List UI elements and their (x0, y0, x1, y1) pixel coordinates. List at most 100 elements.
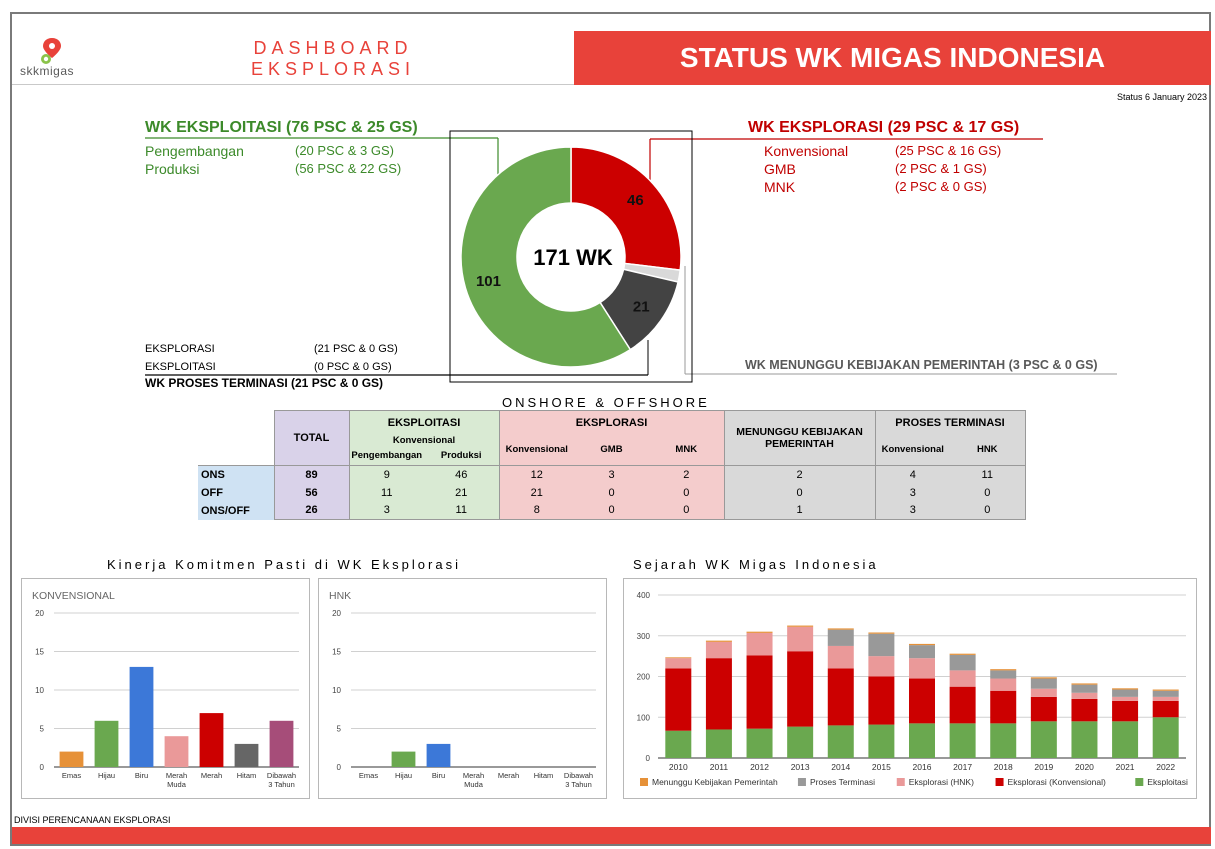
onshore-offshore-title: ONSHORE & OFFSHORE (502, 395, 710, 410)
donut-slice (460, 146, 632, 368)
eksplorasi-row-label: Konvensional (764, 143, 849, 159)
stack-segment (990, 690, 1017, 724)
konvensional-panel: KONVENSIONAL 0 5 10 15 20 Emas Hijau Biru Merah Mu… (21, 578, 310, 799)
col-pengembangan: Pengembangan (349, 445, 424, 466)
x-tick-label: Muda (464, 780, 484, 789)
sejarah-title: Sejarah WK Migas Indonesia (633, 557, 879, 572)
col-konvensional: Konvensional (349, 434, 499, 446)
row-label: ONS/OFF (198, 501, 274, 520)
x-tick-label: 2017 (953, 762, 972, 772)
chart-title: HNK (329, 590, 351, 602)
terminasi-row-value: (21 PSC & 0 GS) (314, 343, 398, 355)
x-tick-label: 3 Tahun (268, 780, 295, 789)
col-eks-konvensional: Konvensional (498, 434, 574, 466)
stack-segment (949, 653, 976, 655)
bar (59, 751, 84, 767)
stack-segment (990, 678, 1017, 691)
eksploitasi-title: WK EKSPLOITASI (76 PSC & 25 GS) (145, 119, 418, 136)
y-tick-label: 100 (637, 713, 651, 722)
table-cell: 0 (950, 501, 1026, 520)
legend-label: Eksplorasi (Konvensional) (1008, 777, 1106, 787)
legend-swatch (995, 778, 1004, 786)
col-term-konvensional: Konvensional (875, 434, 950, 466)
stack-segment (665, 657, 692, 659)
legend-label: Menunggu Kebijakan Pemerintah (652, 777, 778, 787)
hnk-panel: HNK 0 5 10 15 20 Emas Hijau Biru Merah Muda Merah Hi… (318, 578, 607, 799)
donut-slice-label: 101 (476, 273, 501, 290)
table-cell: 2 (723, 465, 875, 484)
stack-segment (1030, 688, 1057, 697)
y-tick-label: 300 (637, 632, 651, 641)
table-cell: 3 (874, 483, 950, 502)
y-tick-label: 15 (35, 648, 44, 657)
x-tick-label: Dibawah (267, 771, 296, 780)
x-tick-label: Hijau (395, 771, 412, 780)
bar (199, 713, 224, 767)
eksplorasi-row-value: (2 PSC & 0 GS) (895, 179, 987, 194)
stack-segment (1112, 688, 1139, 690)
dashboard-title: DASHBOARD EKSPLORASI (248, 38, 418, 80)
table-cell: 11 (424, 501, 499, 520)
table-cell: 0 (574, 483, 649, 502)
stack-segment (705, 640, 732, 642)
x-tick-label: 2022 (1156, 762, 1175, 772)
chart-title: KONVENSIONAL (32, 590, 115, 602)
table-cell: 2 (649, 465, 724, 484)
menunggu-title: WK MENUNGGU KEBIJAKAN PEMERINTAH (3 PSC … (745, 358, 1098, 372)
stack-segment (909, 723, 935, 758)
eksplorasi-row-label: MNK (764, 179, 796, 195)
stack-segment (1071, 683, 1098, 685)
stack-segment (990, 669, 1017, 671)
x-tick-label: Merah (498, 771, 519, 780)
x-tick-label: 2012 (750, 762, 769, 772)
stack-segment (665, 668, 692, 731)
x-tick-label: Emas (62, 771, 81, 780)
stack-segment (1071, 692, 1098, 699)
status-date: Status 6 January 2023 (1116, 92, 1207, 102)
x-tick-label: 2019 (1034, 762, 1053, 772)
table-cell: 11 (348, 483, 424, 502)
stack-segment (990, 723, 1017, 758)
stack-segment (787, 626, 814, 652)
stack-segment (868, 676, 895, 725)
x-tick-label: 2010 (669, 762, 688, 772)
y-tick-label: 5 (40, 725, 45, 734)
stack-segment (827, 629, 854, 646)
table-cell: 0 (950, 483, 1026, 502)
table-cell: 3 (574, 465, 649, 484)
legend-label: Proses Terminasi (810, 777, 875, 787)
x-tick-label: Biru (432, 771, 445, 780)
x-tick-label: 2018 (994, 762, 1013, 772)
stack-segment (909, 678, 935, 724)
table-cell: 21 (498, 483, 574, 502)
stack-segment (1030, 677, 1057, 679)
stack-segment (909, 658, 935, 679)
bar (269, 720, 294, 767)
eksploitasi-row-label: Pengembangan (145, 143, 244, 159)
table-cell: 0 (649, 483, 724, 502)
eksploitasi-row-value: (20 PSC & 3 GS) (295, 143, 394, 158)
x-tick-label: Merah (166, 771, 187, 780)
stack-segment (1112, 689, 1139, 697)
x-tick-label: 2016 (913, 762, 932, 772)
stack-segment (1112, 721, 1139, 758)
y-tick-label: 0 (646, 754, 651, 763)
y-tick-label: 20 (332, 609, 341, 618)
table-cell: 3 (348, 501, 424, 520)
bar (94, 720, 119, 767)
wk-donut-chart: 46 21 101 171 WK (460, 146, 682, 368)
stack-segment (1152, 700, 1179, 718)
x-tick-label: 2013 (791, 762, 810, 772)
table-cell: 89 (273, 465, 349, 484)
y-tick-label: 0 (40, 763, 45, 772)
logo-text: skkmigas (20, 64, 75, 78)
legend-swatch (896, 778, 905, 786)
stack-segment (827, 668, 854, 726)
sejarah-stacked-bar-chart: 0 100 200 300 400 2010 2011 2012 2013 2014 2015 201… (637, 591, 1188, 787)
stack-segment (1030, 696, 1057, 722)
x-tick-label: Merah (201, 771, 222, 780)
terminasi-row-label: EKSPLOITASI (145, 361, 216, 373)
x-tick-label: Muda (167, 780, 187, 789)
col-produksi: Produksi (424, 445, 499, 466)
